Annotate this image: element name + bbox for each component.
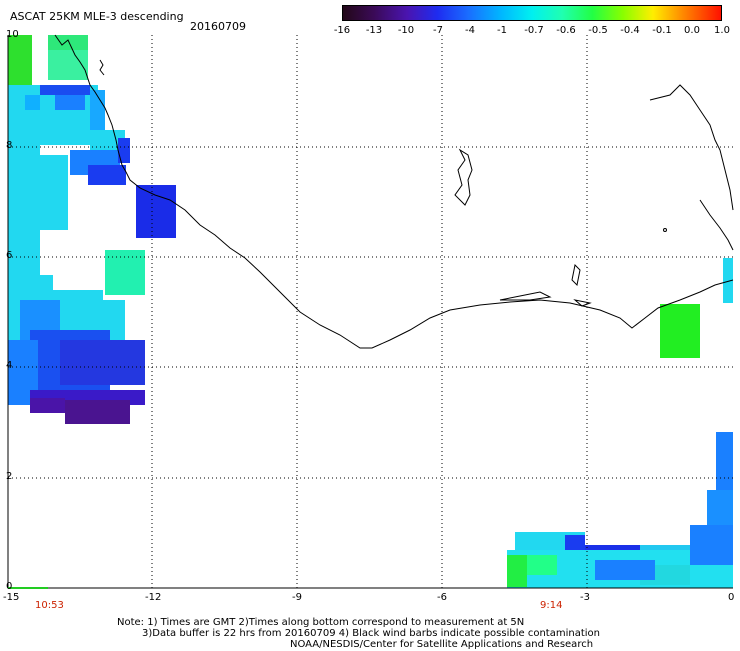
map-title: ASCAT 25KM MLE-3 descending: [10, 10, 184, 23]
coastline: [54, 34, 734, 349]
x-tick-label: -12: [145, 592, 162, 603]
wind-data-left: [8, 35, 176, 424]
note-line-3: NOAA/NESDIS/Center for Satellite Applica…: [290, 639, 594, 650]
color-scale-bar: [342, 5, 722, 21]
time-label-right: 9:14: [540, 600, 563, 611]
x-tick-label: 0: [728, 592, 735, 603]
scale-label: -10: [397, 25, 415, 36]
scale-label: 0.0: [684, 25, 700, 36]
scale-label: -0.7: [524, 25, 544, 36]
scale-label: -7: [433, 25, 443, 36]
scale-label: -16: [333, 25, 351, 36]
color-scale-labels: -16 -13 -10 -7 -4 -1 -0.7 -0.6 -0.5 -0.4…: [332, 25, 732, 37]
scale-label: -4: [465, 25, 475, 36]
x-tick-label: -3: [580, 592, 590, 603]
note-line-2: 3)Data buffer is 22 hrs from 20160709 4)…: [142, 628, 600, 639]
x-tick-label: -6: [437, 592, 447, 603]
x-tick-label: -15: [3, 592, 20, 603]
y-tick-label: 8: [6, 140, 13, 151]
note-line-1: Note: 1) Times are GMT 2)Times along bot…: [117, 617, 525, 628]
time-label-left: 10:53: [35, 600, 64, 611]
x-tick-label: -9: [292, 592, 302, 603]
scale-label: -13: [365, 25, 383, 36]
grid-lines: [8, 35, 733, 588]
scale-label: -0.1: [652, 25, 672, 36]
y-tick-label: 10: [6, 29, 19, 40]
y-tick-label: 2: [6, 471, 13, 482]
wind-data-right: [507, 258, 733, 588]
scale-label: 1.0: [714, 25, 730, 36]
scale-label: -0.4: [620, 25, 640, 36]
y-tick-label: 6: [6, 250, 13, 261]
scale-label: -0.6: [556, 25, 576, 36]
map-date: 20160709: [190, 20, 246, 33]
y-tick-label: 0: [6, 581, 13, 592]
y-tick-label: 4: [6, 360, 13, 371]
scale-label: -1: [497, 25, 507, 36]
scale-label: -0.5: [588, 25, 608, 36]
